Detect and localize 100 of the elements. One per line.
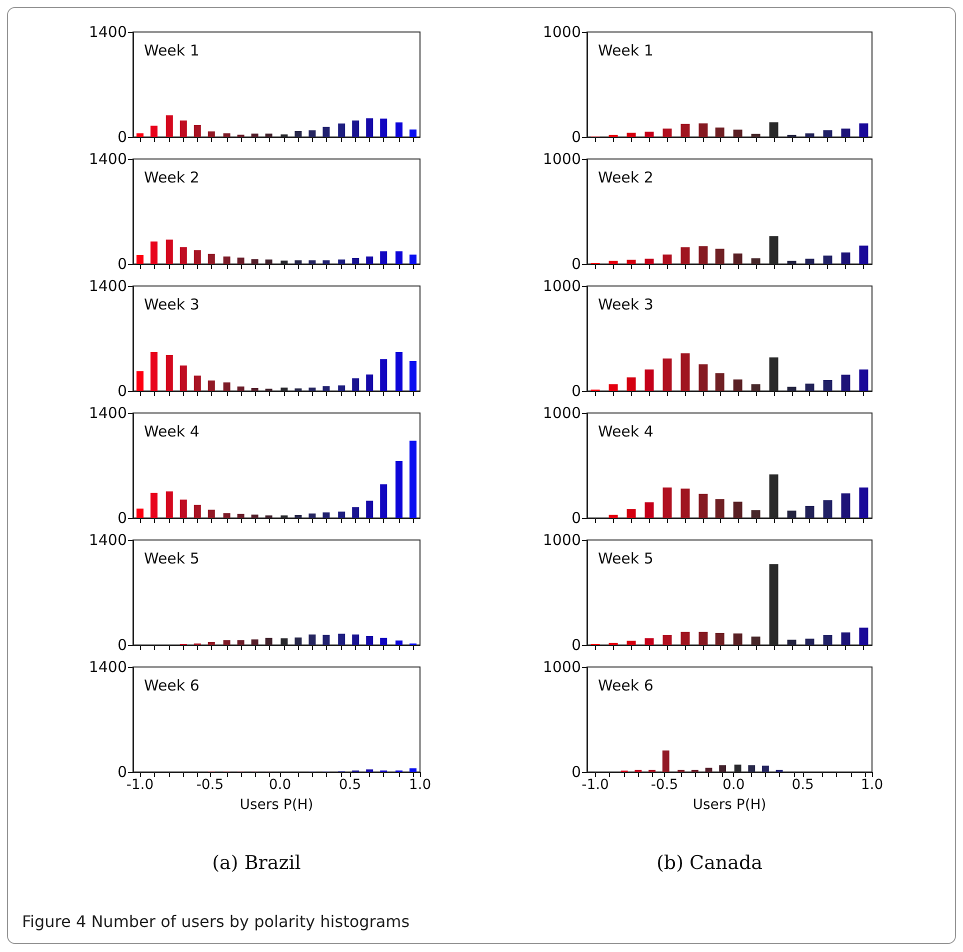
y-tick-label: 0 (571, 382, 581, 400)
bar (166, 491, 173, 518)
bar (662, 488, 672, 518)
bar (308, 514, 316, 518)
bar (410, 130, 416, 137)
bar (715, 499, 724, 518)
bar (294, 638, 302, 645)
bar (859, 369, 868, 391)
bar (136, 255, 144, 264)
bar (859, 628, 868, 645)
bar (308, 260, 316, 264)
y-tick-label: 0 (117, 382, 127, 400)
y-tick-label: 0 (117, 128, 127, 146)
text: Week 6 (144, 676, 200, 694)
text: Week 2 (598, 168, 654, 186)
bar (366, 374, 374, 391)
bar (366, 256, 374, 264)
bar (338, 634, 346, 645)
bar (294, 388, 302, 391)
bar (841, 128, 850, 137)
bar (150, 126, 158, 137)
bar (608, 514, 618, 518)
bar (322, 126, 330, 137)
bar (265, 260, 272, 264)
bar (841, 632, 850, 645)
bar (698, 123, 708, 137)
bar (715, 373, 724, 391)
bar (223, 513, 230, 518)
bar (352, 634, 360, 645)
bar (751, 134, 760, 137)
y-tick-label: 1000 (542, 277, 581, 295)
x-tick-label: -0.5 (650, 777, 678, 793)
x-tick-label: 0.5 (792, 777, 814, 793)
bar (237, 386, 244, 391)
bar (396, 352, 402, 391)
bar (180, 366, 187, 391)
bar (662, 358, 672, 391)
y-tick-label: 0 (571, 128, 581, 146)
bar (787, 260, 796, 264)
bar (265, 638, 272, 645)
bar (626, 640, 636, 645)
y-tick-label: 0 (571, 636, 581, 654)
bar (805, 133, 814, 137)
bar (823, 380, 832, 391)
bar (823, 130, 832, 137)
bar (338, 124, 346, 137)
bar (294, 515, 302, 518)
bar (223, 640, 230, 645)
text: Week 3 (598, 296, 654, 314)
bar (608, 384, 618, 391)
bar (644, 132, 654, 137)
bar (308, 130, 316, 137)
bar (208, 642, 215, 645)
y-tick-label: 0 (571, 763, 581, 781)
bar (166, 240, 173, 264)
bar (787, 640, 796, 645)
bar (380, 484, 388, 518)
bar (823, 500, 832, 518)
bar (841, 493, 850, 518)
y-tick-label: 1400 (88, 23, 127, 41)
bar (698, 494, 708, 518)
bar (265, 134, 272, 137)
bar (166, 115, 173, 137)
y-tick-label: 1000 (542, 404, 581, 422)
bar (410, 440, 416, 518)
bar (166, 355, 173, 391)
text: Week 2 (144, 168, 200, 186)
bar (841, 252, 850, 264)
text: Week 3 (144, 296, 200, 314)
x-axis-title: Users P(H) (240, 797, 314, 813)
bar (705, 768, 712, 772)
bar (644, 502, 654, 518)
x-tick-label: 0.5 (338, 777, 362, 793)
bar (380, 638, 388, 645)
bar (338, 512, 346, 518)
bar (698, 364, 708, 391)
bar (294, 260, 302, 264)
bar (150, 352, 158, 391)
bar (396, 251, 402, 264)
bar (715, 128, 724, 137)
text: (a) Brazil (212, 852, 301, 874)
bar (733, 130, 742, 137)
bar (805, 506, 814, 518)
bar (644, 258, 654, 264)
bar (396, 122, 402, 137)
bar (396, 640, 402, 645)
y-tick-label: 1000 (542, 658, 581, 676)
bar (680, 247, 690, 264)
bar (352, 120, 360, 137)
y-tick-label: 1000 (542, 23, 581, 41)
text: Week 4 (598, 422, 654, 440)
bar (308, 634, 316, 645)
bar (194, 504, 201, 518)
bar (608, 260, 618, 264)
text: Week 1 (144, 42, 200, 60)
bar (719, 765, 726, 772)
y-tick-label: 0 (571, 509, 581, 527)
bar (396, 461, 402, 518)
y-tick-label: 1400 (88, 531, 127, 549)
bar (662, 635, 672, 645)
